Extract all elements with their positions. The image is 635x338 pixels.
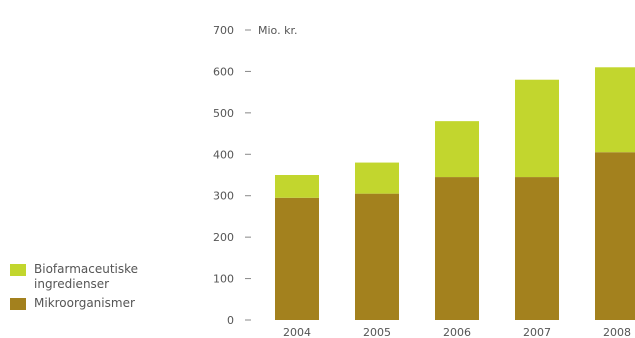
unit-label: Mio. kr. [258, 24, 297, 37]
y-tick-label-500: 500 [213, 107, 234, 120]
bar-2006-series-1 [435, 121, 479, 178]
legend-swatch-biofarmaceutiske [10, 264, 26, 276]
bar-2006-series-0 [435, 177, 479, 320]
x-tick-label-2008: 2008 [603, 326, 631, 338]
x-tick-label-2005: 2005 [363, 326, 391, 338]
y-tick-label-0: 0 [227, 314, 234, 327]
y-tick-label-700: 700 [213, 24, 234, 37]
y-tick-label-200: 200 [213, 231, 234, 244]
bar-2007-series-0 [515, 177, 559, 320]
y-tick-label-300: 300 [213, 190, 234, 203]
y-tick-label-100: 100 [213, 273, 234, 286]
bar-2004-series-0 [275, 197, 319, 320]
bar-2005-series-1 [355, 162, 399, 194]
x-tick-label-2004: 2004 [283, 326, 311, 338]
bar-2008-series-1 [595, 67, 635, 153]
bar-2007-series-1 [515, 79, 559, 178]
legend-label-biofarmaceutiske-line2: ingredienser [34, 277, 110, 291]
legend-label-biofarmaceutiske-line1: Biofarmaceutiske [34, 262, 139, 276]
y-tick-label-600: 600 [213, 65, 234, 78]
legend-item-mikroorganismer: Mikroorganismer [10, 296, 138, 311]
x-tick-label-2007: 2007 [523, 326, 551, 338]
legend-item-biofarmaceutiske: Biofarmaceutiske ingredienser [10, 262, 138, 292]
y-tick-label-400: 400 [213, 148, 234, 161]
legend-label-mikroorganismer: Mikroorganismer [34, 296, 135, 310]
bar-2008-series-0 [595, 152, 635, 320]
bar-2004-series-1 [275, 175, 319, 198]
legend: Biofarmaceutiske ingredienser Mikroorgan… [10, 262, 138, 315]
legend-swatch-mikroorganismer [10, 298, 26, 310]
x-tick-label-2006: 2006 [443, 326, 471, 338]
bar-2005-series-0 [355, 193, 399, 320]
